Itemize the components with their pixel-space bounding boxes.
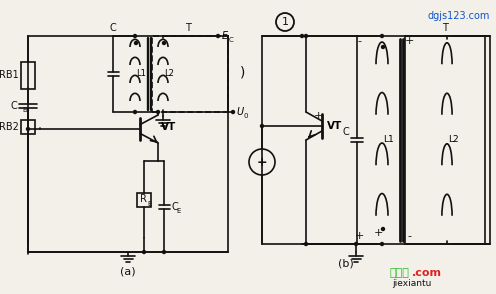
Bar bbox=[152, 36, 228, 112]
Circle shape bbox=[216, 34, 220, 38]
Text: C: C bbox=[10, 101, 17, 111]
Text: E: E bbox=[177, 208, 181, 214]
Text: R: R bbox=[139, 195, 146, 205]
Text: T: T bbox=[442, 23, 448, 33]
Text: T: T bbox=[185, 23, 191, 33]
Circle shape bbox=[133, 111, 136, 113]
Text: -: - bbox=[357, 36, 361, 46]
Text: jiexiantu: jiexiantu bbox=[392, 279, 432, 288]
Text: ): ) bbox=[240, 65, 246, 79]
Text: (a): (a) bbox=[120, 267, 136, 277]
Text: VT: VT bbox=[327, 121, 342, 131]
Text: E: E bbox=[222, 31, 228, 41]
Text: (b): (b) bbox=[338, 259, 354, 269]
Text: +: + bbox=[354, 231, 364, 241]
Bar bbox=[21, 120, 35, 134]
Text: 0: 0 bbox=[243, 113, 248, 119]
Text: +: + bbox=[313, 111, 323, 121]
Circle shape bbox=[134, 41, 137, 44]
Text: C: C bbox=[110, 23, 117, 33]
Text: C: C bbox=[229, 38, 234, 44]
Text: +: + bbox=[373, 228, 383, 238]
Text: L1: L1 bbox=[383, 136, 394, 144]
Text: C: C bbox=[172, 201, 178, 211]
Circle shape bbox=[133, 34, 136, 38]
Circle shape bbox=[301, 34, 304, 38]
Text: +: + bbox=[257, 156, 267, 168]
Circle shape bbox=[381, 228, 384, 230]
Circle shape bbox=[355, 243, 358, 245]
Text: B: B bbox=[22, 107, 27, 113]
Bar bbox=[21, 62, 35, 89]
Text: -: - bbox=[407, 231, 411, 241]
Text: .com: .com bbox=[412, 268, 442, 278]
Text: L2: L2 bbox=[164, 69, 174, 78]
Text: 接线图: 接线图 bbox=[390, 268, 410, 278]
Circle shape bbox=[142, 250, 145, 253]
Text: RB2: RB2 bbox=[0, 122, 19, 132]
Text: VT: VT bbox=[161, 122, 176, 132]
Bar bbox=[405, 36, 485, 244]
Text: 1: 1 bbox=[282, 17, 289, 27]
Text: RB1: RB1 bbox=[0, 71, 19, 81]
Circle shape bbox=[381, 46, 384, 49]
Circle shape bbox=[380, 243, 383, 245]
Circle shape bbox=[260, 124, 263, 128]
Text: L2: L2 bbox=[448, 136, 459, 144]
Text: C: C bbox=[342, 127, 349, 137]
Text: U: U bbox=[236, 107, 243, 117]
Circle shape bbox=[163, 250, 166, 253]
Text: dgjs123.com: dgjs123.com bbox=[428, 11, 490, 21]
Circle shape bbox=[163, 41, 166, 44]
Bar bbox=[137, 193, 151, 206]
Circle shape bbox=[305, 34, 308, 38]
Circle shape bbox=[232, 111, 235, 113]
Text: L1: L1 bbox=[136, 69, 146, 78]
Circle shape bbox=[380, 34, 383, 38]
Circle shape bbox=[157, 111, 160, 113]
Text: E: E bbox=[147, 201, 151, 208]
Text: +: + bbox=[404, 36, 414, 46]
Circle shape bbox=[26, 128, 29, 131]
Circle shape bbox=[305, 243, 308, 245]
